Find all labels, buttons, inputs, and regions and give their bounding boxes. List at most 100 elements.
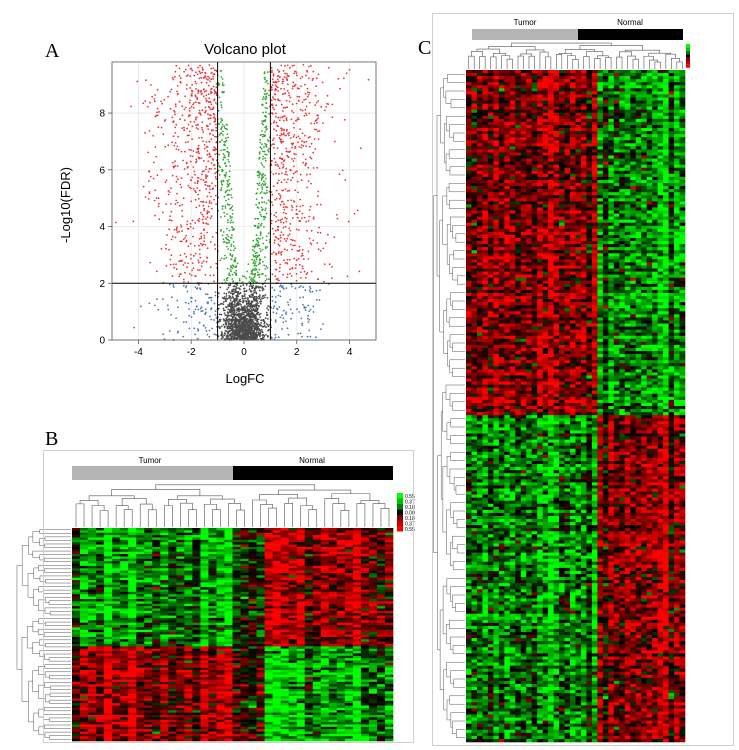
data-point [222, 158, 225, 161]
data-point [205, 201, 208, 204]
data-point [309, 291, 312, 293]
data-point [185, 75, 188, 77]
data-point [289, 243, 292, 246]
data-point [258, 182, 261, 185]
data-point [201, 201, 204, 204]
data-point [188, 273, 191, 275]
data-point [218, 153, 221, 156]
data-point [304, 112, 307, 115]
data-point [230, 329, 233, 332]
data-point [275, 211, 277, 214]
data-point [251, 306, 254, 309]
data-point [184, 141, 187, 144]
data-point [215, 86, 218, 89]
data-point [262, 242, 265, 245]
data-point [298, 100, 300, 102]
data-point [189, 160, 192, 163]
data-point [281, 82, 284, 85]
data-point [318, 130, 321, 132]
data-point [194, 333, 197, 336]
data-point [322, 323, 324, 325]
data-point [303, 114, 306, 117]
data-point [277, 179, 280, 182]
data-point [223, 296, 226, 298]
data-point [227, 330, 230, 333]
data-point [264, 157, 267, 160]
data-point [308, 215, 311, 218]
data-point [146, 105, 149, 108]
data-point [168, 191, 171, 194]
data-point [238, 310, 241, 312]
data-point [233, 285, 236, 288]
legend-swatch [397, 493, 403, 499]
data-point [261, 164, 264, 167]
data-point [264, 120, 266, 123]
data-point [307, 258, 310, 260]
data-point [237, 292, 240, 295]
data-point [136, 80, 139, 83]
data-point [170, 254, 173, 257]
data-point [208, 167, 211, 170]
data-point [224, 144, 226, 147]
data-point [176, 226, 178, 229]
data-point [169, 215, 172, 218]
data-point [228, 337, 231, 340]
data-point [165, 203, 168, 206]
data-point [283, 128, 285, 131]
data-point [279, 284, 282, 287]
data-point [278, 251, 280, 253]
data-point [301, 322, 303, 325]
data-point [271, 295, 274, 298]
data-point [208, 64, 211, 66]
data-point [190, 105, 193, 108]
data-point [186, 223, 189, 226]
data-point [265, 239, 268, 242]
data-point [214, 120, 217, 123]
data-point [261, 287, 263, 289]
data-point [194, 286, 197, 288]
data-point [232, 241, 235, 243]
data-point [225, 238, 228, 240]
data-point [202, 260, 205, 262]
data-point [280, 64, 283, 67]
data-point [301, 75, 304, 78]
data-point [241, 297, 244, 300]
data-point [271, 286, 274, 289]
data-point [189, 120, 192, 123]
data-point [284, 173, 286, 176]
data-point [274, 268, 277, 271]
data-point [286, 74, 289, 77]
data-point [195, 158, 198, 161]
data-point [201, 71, 204, 74]
data-point [215, 232, 218, 234]
data-point [288, 134, 290, 137]
data-point [294, 70, 296, 73]
data-point [163, 99, 166, 101]
data-point [195, 124, 198, 127]
data-point [255, 203, 258, 206]
data-point [256, 174, 259, 177]
data-point [288, 132, 291, 134]
data-point [201, 126, 203, 129]
data-point [356, 209, 359, 212]
data-point [221, 84, 224, 87]
data-point [277, 294, 280, 297]
color-scale-legend: 0.550.370.180.000.180.370.55 [397, 493, 415, 533]
data-point [197, 156, 200, 159]
data-point [176, 165, 179, 167]
data-point [290, 169, 292, 172]
data-point [284, 206, 287, 208]
data-point [181, 114, 184, 117]
data-point [171, 275, 174, 277]
data-point [307, 180, 310, 183]
data-point [259, 192, 262, 195]
data-point [215, 334, 217, 336]
data-point [245, 277, 248, 280]
data-point [195, 160, 198, 163]
data-point [202, 140, 204, 143]
data-point [234, 305, 237, 308]
y-tick-label: 6 [99, 165, 105, 176]
data-point [211, 158, 214, 160]
data-point [200, 306, 203, 308]
data-point [309, 308, 312, 311]
